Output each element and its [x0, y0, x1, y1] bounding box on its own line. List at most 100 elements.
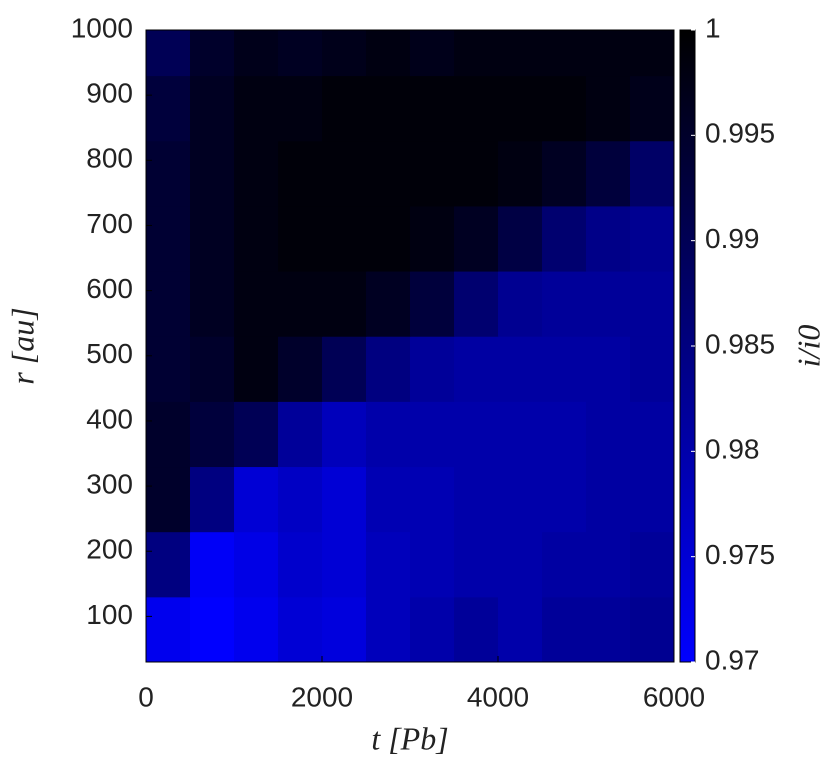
heatmap-cell [586, 336, 631, 402]
heatmap-cell [410, 336, 455, 402]
heatmap-cell [410, 271, 455, 337]
heatmap-cell [542, 401, 587, 468]
heatmap-cell [454, 401, 499, 468]
heatmap-cell [454, 140, 499, 207]
heatmap-cell [542, 30, 587, 77]
heatmap-cell [278, 140, 323, 207]
heatmap-cell [190, 205, 235, 272]
heatmap-cell [366, 140, 411, 207]
heatmap-cell [498, 531, 543, 598]
heatmap-cell [542, 205, 587, 272]
heatmap-cell [278, 531, 323, 598]
x-axis-label: t [Pb] [371, 720, 448, 756]
heatmap-cell [190, 140, 235, 207]
heatmap-cell [542, 596, 587, 662]
heatmap-cell [542, 466, 587, 533]
y-tick-label: 300 [86, 468, 133, 499]
heatmap-cell [630, 596, 674, 662]
heatmap-cell [322, 205, 367, 272]
y-tick-label: 800 [86, 143, 133, 174]
heatmap-cell [498, 140, 543, 207]
heatmap-cell [366, 336, 411, 402]
heatmap-cell [190, 596, 235, 662]
heatmap-cell [146, 531, 191, 598]
heatmap-cell [454, 75, 499, 142]
heatmap-cell [454, 596, 499, 662]
heatmap-cell [278, 401, 323, 468]
heatmap-cell [410, 140, 455, 207]
heatmap-cell [410, 30, 455, 77]
heatmap-cell [542, 75, 587, 142]
heatmap-cell [322, 271, 367, 337]
heatmap-cell [498, 336, 543, 402]
x-tick-label: 0 [138, 681, 154, 712]
y-tick-label: 200 [86, 534, 133, 565]
heatmap-cell [586, 75, 631, 142]
heatmap-cell [498, 205, 543, 272]
heatmap-cell [454, 271, 499, 337]
heatmap-cell [234, 140, 279, 207]
heatmap-cell [322, 30, 367, 77]
heatmap-cell [234, 271, 279, 337]
heatmap-cell [190, 30, 235, 77]
plot-frame [145, 29, 675, 663]
heatmap-cell [146, 466, 191, 533]
heatmap-cell [586, 466, 631, 533]
heatmap-cell [630, 205, 674, 272]
heatmap-cell [366, 531, 411, 598]
y-tick-label: 1000 [71, 12, 133, 43]
heatmap-cell [410, 401, 455, 468]
heatmap-cell [454, 466, 499, 533]
colorbar-tick-label: 1 [705, 12, 721, 43]
y-tick-label: 600 [86, 273, 133, 304]
heatmap-cell [630, 75, 674, 142]
heatmap-cell [454, 336, 499, 402]
heatmap-cell [366, 466, 411, 533]
heatmap-cell [278, 466, 323, 533]
heatmap-cell [190, 75, 235, 142]
heatmap-cell [454, 531, 499, 598]
colorbar-tick-label: 0.985 [705, 328, 775, 359]
heatmap-cell [278, 205, 323, 272]
colorbar-tick-label: 0.99 [705, 223, 760, 254]
y-axis-label: r [au] [4, 307, 40, 384]
heatmap-cell [190, 336, 235, 402]
heatmap-cell [410, 205, 455, 272]
heatmap-cell [454, 30, 499, 77]
heatmap-cell [146, 205, 191, 272]
heatmap-cell [542, 531, 587, 598]
heatmap-cell [322, 531, 367, 598]
y-tick-label: 500 [86, 338, 133, 369]
colorbar-tick-label: 0.98 [705, 434, 760, 465]
heatmap-cell [190, 466, 235, 533]
heatmap-cell [366, 205, 411, 272]
heatmap-cell [278, 75, 323, 142]
colorbar-tick-label: 0.97 [705, 644, 760, 675]
heatmap-cell [146, 140, 191, 207]
heatmap-cell [410, 596, 455, 662]
colorbar-tick-label: 0.975 [705, 539, 775, 570]
heatmap-cell [410, 531, 455, 598]
heatmap-cell [146, 401, 191, 468]
heatmap-cell [322, 401, 367, 468]
heatmap-cell [278, 30, 323, 77]
heatmap-cell [498, 466, 543, 533]
heatmap-cell [586, 30, 631, 77]
y-tick-label: 400 [86, 403, 133, 434]
y-tick-label: 100 [86, 599, 133, 630]
x-tick-label: 6000 [643, 681, 705, 712]
heatmap-cell [454, 205, 499, 272]
heatmap-cell [366, 596, 411, 662]
heatmap-cell [630, 336, 674, 402]
heatmap-cell [322, 336, 367, 402]
heatmap-cell [190, 531, 235, 598]
heatmap-cell [498, 596, 543, 662]
heatmap-cell [498, 271, 543, 337]
x-tick-label: 4000 [467, 681, 529, 712]
heatmap-cell [498, 401, 543, 468]
heatmap-cell [234, 336, 279, 402]
heatmap-cell [586, 531, 631, 598]
heatmap-cell [322, 596, 367, 662]
y-tick-label: 700 [86, 208, 133, 239]
y-tick-label: 900 [86, 78, 133, 109]
